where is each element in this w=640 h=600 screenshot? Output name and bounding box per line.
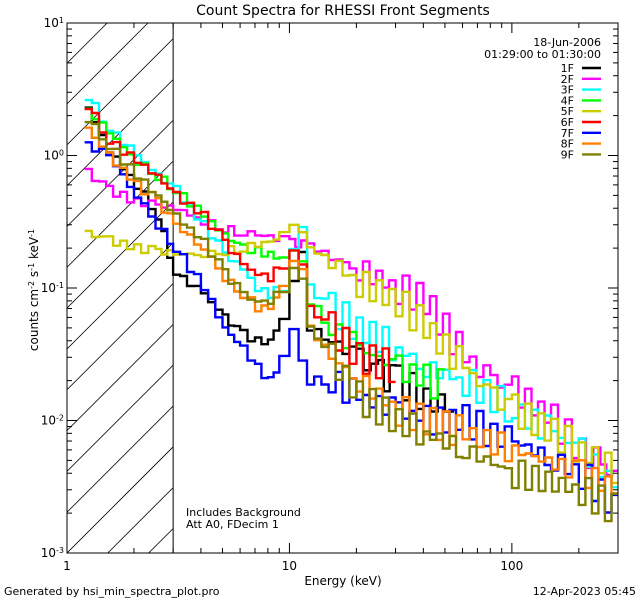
- hatch-line: [107, 487, 174, 553]
- x-tick-label: 1: [63, 559, 71, 573]
- legend-label-3F: 3F: [561, 84, 574, 97]
- annotation-background: Includes Background: [186, 506, 301, 519]
- series-line-4F: [84, 107, 445, 400]
- y-tick-labels: 10-3 10-2 10-1 100 101: [41, 16, 64, 561]
- y-axis-label: counts cm-2 s-1 keV-1: [27, 229, 42, 351]
- y-tick-label: 10-1: [41, 281, 64, 296]
- chart-title: Count Spectra for RHESSI Front Segments: [196, 3, 490, 19]
- hatch-line: [67, 201, 174, 309]
- legend-label-7F: 7F: [561, 127, 574, 140]
- legend-date: 18-Jun-2006: [533, 36, 601, 49]
- legend-label-1F: 1F: [561, 62, 574, 75]
- x-tick-labels: 1 10 100: [63, 559, 523, 573]
- legend-time-range: 01:29:00 to 01:30:00: [484, 48, 601, 61]
- series-line-5F: [84, 223, 618, 485]
- series-line-6F: [84, 107, 396, 384]
- series-line-9F: [84, 120, 618, 523]
- legend-label-5F: 5F: [561, 105, 574, 118]
- hatch-line: [67, 78, 174, 187]
- hatch-line: [67, 242, 174, 350]
- legend-label-2F: 2F: [561, 73, 574, 86]
- hatch-line: [67, 446, 174, 553]
- footer-generated-by: Generated by hsi_min_spectra_plot.pro: [4, 585, 220, 598]
- y-tick-label: 100: [44, 148, 64, 163]
- y-tick-label: 10-2: [41, 413, 64, 428]
- hatched-region: [67, 23, 174, 553]
- hatch-line: [67, 38, 174, 146]
- series-layer: [84, 98, 618, 523]
- x-tick-label: 100: [500, 559, 523, 573]
- footer-timestamp: 12-Apr-2023 05:45: [533, 585, 636, 598]
- x-tick-label: 10: [282, 559, 297, 573]
- x-axis-label: Energy (keV): [304, 574, 381, 588]
- hatch-line: [67, 283, 174, 391]
- legend-label-6F: 6F: [561, 116, 574, 129]
- legend-label-8F: 8F: [561, 138, 574, 151]
- legend-label-9F: 9F: [561, 148, 574, 161]
- legend-label-4F: 4F: [561, 94, 574, 107]
- annotation-attenuator: Att A0, FDecim 1: [186, 518, 279, 531]
- y-tick-label: 101: [44, 16, 64, 31]
- axis-ticks: [66, 22, 619, 554]
- hatch-line: [67, 364, 174, 472]
- y-tick-label: 10-3: [41, 546, 64, 561]
- hatch-line: [67, 405, 174, 513]
